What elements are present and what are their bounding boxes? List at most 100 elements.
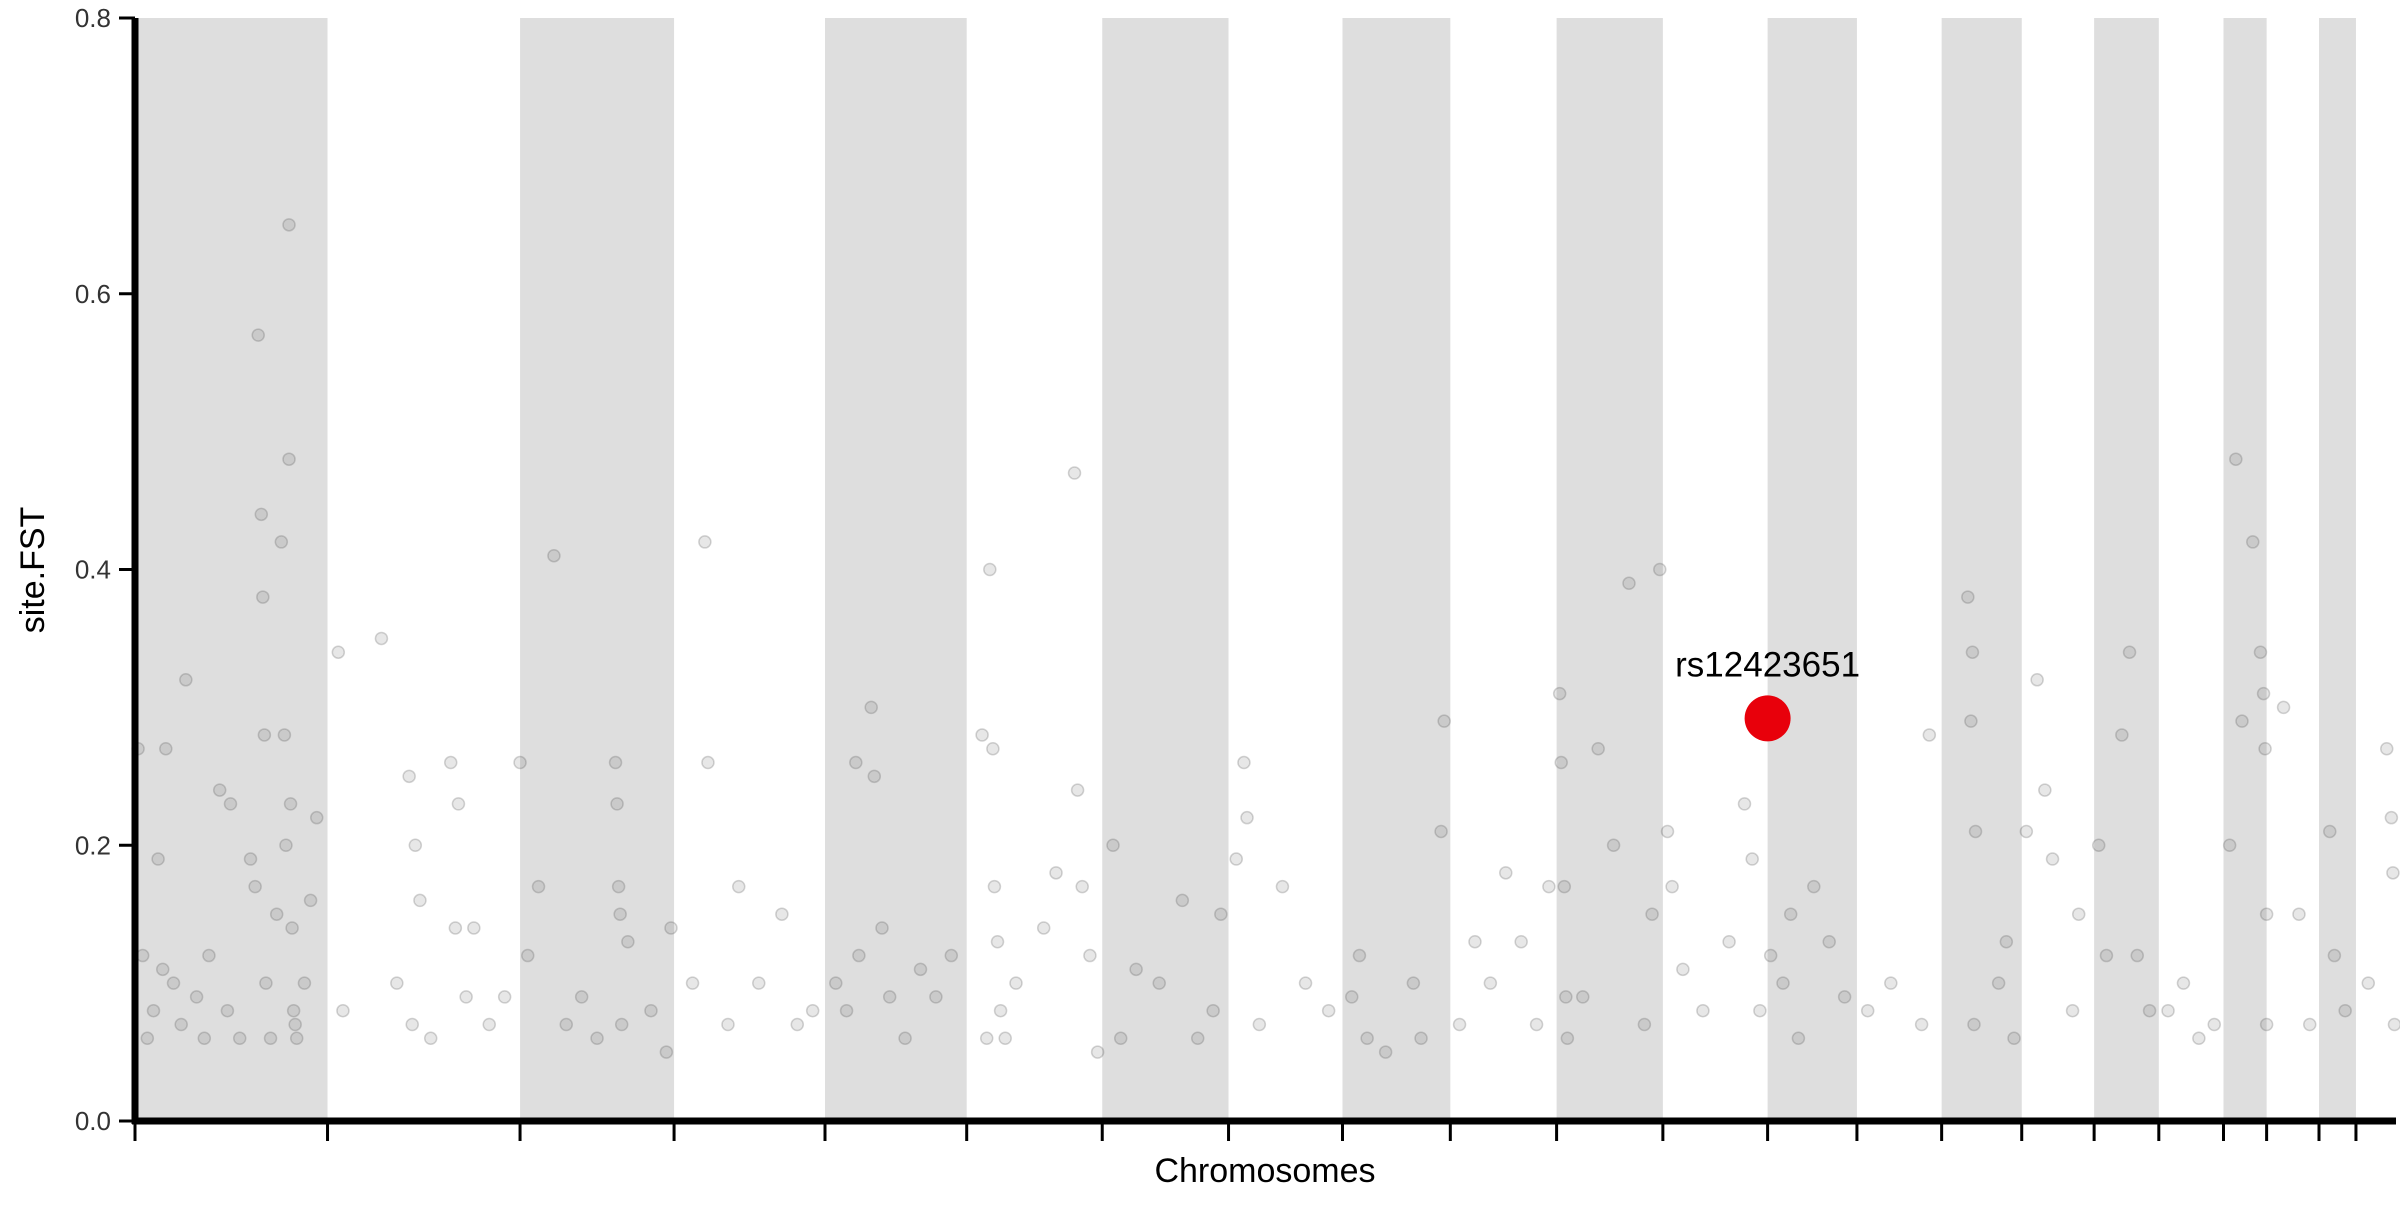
snp-point <box>151 852 165 866</box>
chromosome-band <box>825 18 967 1121</box>
snp-point <box>254 507 269 522</box>
snp-point <box>1252 1017 1267 1032</box>
snp-point <box>423 1031 438 1046</box>
snp-point <box>174 1017 188 1032</box>
y-tick-label: 0.0 <box>75 1106 111 1136</box>
snp-point <box>1763 948 1778 963</box>
snp-point <box>882 990 897 1004</box>
snp-point <box>1190 1031 1205 1046</box>
snp-point <box>790 1017 805 1032</box>
snp-point <box>701 755 715 770</box>
snp-point <box>1067 466 1082 480</box>
snp-point <box>1622 576 1636 591</box>
snp-point <box>659 1045 674 1059</box>
snp-point <box>1967 1017 1981 1032</box>
snp-point <box>1483 976 1498 990</box>
snp-point <box>944 948 959 963</box>
snp-point <box>849 755 863 770</box>
snp-point <box>614 1017 629 1032</box>
chromosome-band <box>1941 18 2022 1121</box>
snp-point <box>155 962 170 977</box>
snp-point <box>2019 824 2034 839</box>
snp-point <box>1991 976 2006 990</box>
snp-point <box>482 1017 496 1032</box>
snp-point <box>2099 948 2114 963</box>
snp-point <box>1560 1031 1575 1046</box>
snp-point <box>1452 1017 1467 1032</box>
snp-point <box>2091 838 2106 852</box>
snp-point <box>2292 907 2306 921</box>
snp-point <box>1206 1003 1220 1018</box>
snp-point <box>2030 673 2044 687</box>
snp-point <box>1129 962 1143 977</box>
snp-point <box>2323 824 2337 839</box>
snp-point <box>243 852 258 866</box>
snp-point <box>223 797 238 811</box>
snp-point <box>2387 1017 2400 1032</box>
snp-point <box>2065 1003 2080 1018</box>
snp-point <box>1961 590 1975 604</box>
snp-point <box>1298 976 1313 990</box>
snp-point <box>1637 1017 1652 1032</box>
snp-point <box>2327 948 2342 963</box>
snp-point <box>257 728 272 742</box>
snp-point <box>2246 535 2260 549</box>
snp-point <box>1240 810 1254 825</box>
snp-point <box>263 1031 278 1046</box>
snp-point <box>1653 562 1667 577</box>
chromosome-band <box>2223 18 2267 1121</box>
snp-point <box>309 810 324 825</box>
snp-point <box>288 1017 302 1032</box>
snp-point <box>1676 962 1690 977</box>
snp-point <box>1514 935 1528 949</box>
snp-point <box>531 879 546 894</box>
snp-point <box>2259 1017 2274 1032</box>
snp-point <box>987 879 1002 894</box>
snp-point <box>685 976 700 990</box>
snp-point <box>285 921 299 935</box>
y-axis-label: site.FST <box>14 507 52 634</box>
snp-point <box>2259 907 2274 921</box>
snp-point <box>898 1031 912 1046</box>
snp-point <box>1113 1031 1128 1046</box>
snp-point <box>1360 1031 1374 1046</box>
snp-point <box>698 535 712 549</box>
snp-point <box>1106 838 1120 852</box>
snp-point <box>202 948 216 963</box>
snp-point <box>1554 755 1568 770</box>
snp-point <box>979 1031 994 1046</box>
snp-point <box>1964 714 1978 728</box>
snp-point <box>1175 893 1190 908</box>
snp-point <box>1345 990 1359 1004</box>
snp-point <box>277 728 292 742</box>
snp-point <box>459 990 473 1004</box>
snp-point <box>374 631 389 646</box>
snp-point <box>251 328 265 342</box>
snp-point <box>1499 866 1513 880</box>
snp-point <box>2235 714 2249 728</box>
snp-point <box>913 962 928 977</box>
snp-point <box>2229 452 2243 466</box>
snp-point <box>2045 852 2060 866</box>
snp-point <box>336 1003 350 1018</box>
snp-point <box>467 921 481 935</box>
chromosome-band <box>2094 18 2159 1121</box>
snp-point <box>1437 714 1451 728</box>
snp-point <box>752 976 766 990</box>
snp-point <box>2384 810 2399 825</box>
snp-point <box>829 976 843 990</box>
snp-point <box>256 590 270 604</box>
snp-point <box>513 755 527 770</box>
snp-point <box>2207 1017 2222 1032</box>
highlight-label: rs12423651 <box>1675 645 1860 684</box>
snp-point <box>1722 935 1736 949</box>
snp-point <box>2380 741 2394 756</box>
snp-point <box>1049 866 1063 880</box>
snp-point <box>1083 948 1097 963</box>
snp-point <box>279 838 293 852</box>
snp-point <box>283 797 298 811</box>
snp-point <box>197 1031 212 1046</box>
snp-point <box>2253 645 2268 659</box>
snp-point <box>2256 686 2271 701</box>
